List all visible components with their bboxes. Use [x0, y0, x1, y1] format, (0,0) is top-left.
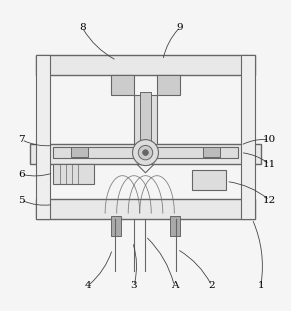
- Bar: [70, 147, 88, 157]
- Text: 1: 1: [258, 281, 264, 290]
- Bar: [36, 199, 255, 219]
- Bar: [36, 55, 50, 219]
- Text: 11: 11: [263, 160, 276, 169]
- Text: 3: 3: [131, 281, 137, 290]
- Text: 6: 6: [18, 170, 25, 179]
- Bar: [30, 144, 261, 164]
- Bar: [111, 75, 134, 95]
- Bar: [241, 55, 255, 219]
- Text: 8: 8: [79, 23, 85, 32]
- Bar: [203, 147, 221, 157]
- Bar: [53, 164, 94, 184]
- Text: 5: 5: [18, 196, 25, 205]
- Circle shape: [138, 146, 153, 160]
- Bar: [111, 216, 121, 236]
- Text: 12: 12: [263, 196, 276, 205]
- Bar: [191, 170, 226, 190]
- Bar: [140, 92, 151, 164]
- Text: 10: 10: [263, 135, 276, 144]
- Text: 4: 4: [85, 281, 91, 290]
- Text: A: A: [171, 281, 178, 290]
- Bar: [36, 55, 255, 75]
- Bar: [134, 95, 157, 144]
- Circle shape: [132, 140, 159, 165]
- Text: 2: 2: [208, 281, 215, 290]
- Text: 9: 9: [177, 23, 183, 32]
- Bar: [53, 147, 238, 158]
- Text: 7: 7: [18, 135, 25, 144]
- Circle shape: [143, 150, 148, 156]
- Bar: [157, 75, 180, 95]
- Bar: [170, 216, 180, 236]
